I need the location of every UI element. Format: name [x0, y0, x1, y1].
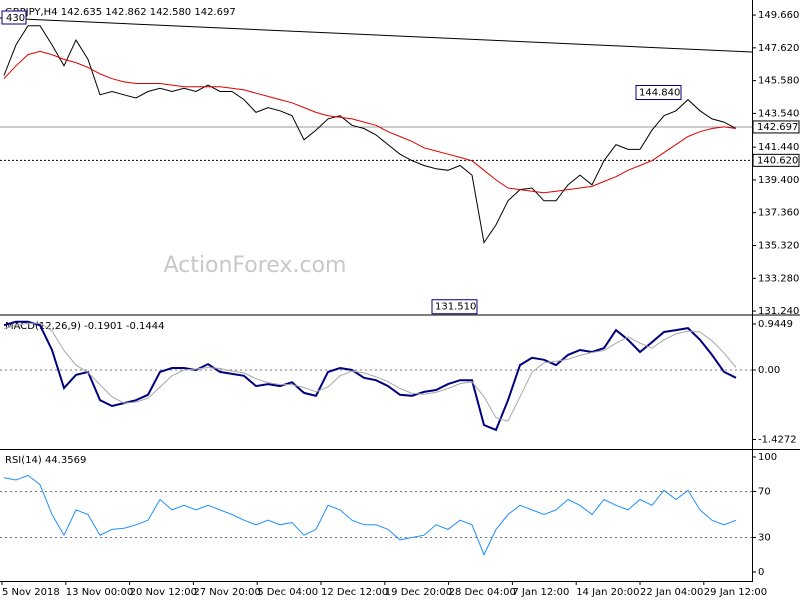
- x-tick-label: 22 Jan 04:00: [640, 587, 703, 598]
- annotation-box: [635, 85, 682, 101]
- y-tick-label: 147.620: [758, 43, 799, 54]
- x-tick-label: 12 Dec 12:00: [321, 587, 388, 598]
- y-tick-label: 143.540: [758, 108, 799, 119]
- series-line: [3, 474, 737, 556]
- y-tick-label: 100: [758, 452, 777, 463]
- series-line: [3, 322, 737, 422]
- x-tick-label: 5 Dec 04:00: [257, 587, 318, 598]
- y-tick-label: 133.280: [758, 273, 799, 284]
- y-tick-label: 0: [758, 567, 764, 578]
- price-label-box: [752, 120, 800, 134]
- x-tick-label: 28 Dec 04:00: [449, 587, 516, 598]
- x-tick-label: 14 Jan 20:00: [576, 587, 639, 598]
- price-label-box: [752, 153, 800, 167]
- y-tick-label: 135.320: [758, 241, 799, 252]
- panel-title: MACD(12,26,9) -0.1901 -0.1444: [5, 321, 165, 332]
- watermark: ActionForex.com: [164, 253, 347, 278]
- y-tick-label: 139.400: [758, 175, 799, 186]
- y-tick-label: -1.4272: [758, 434, 797, 445]
- y-tick-label: 141.440: [758, 142, 799, 153]
- annotation-label: 144.840: [639, 88, 680, 99]
- x-tick-label: 7 Jan 12:00: [512, 587, 569, 598]
- y-tick-label: 149.660: [758, 10, 799, 21]
- price-label: 142.697: [757, 122, 798, 133]
- y-tick-label: 30: [758, 532, 771, 543]
- y-tick-label: 145.580: [758, 76, 799, 87]
- y-tick-label: 70: [758, 486, 771, 497]
- x-tick-label: 13 Nov 00:00: [66, 587, 133, 598]
- x-tick-label: 29 Jan 12:00: [704, 587, 767, 598]
- annotation-box: [431, 299, 478, 315]
- annotation-box: [1, 10, 27, 25]
- price-label: 140.620: [757, 155, 798, 166]
- annotation-label: 131.510: [435, 302, 476, 313]
- y-tick-label: 0.00: [758, 365, 780, 376]
- series-line: [3, 50, 737, 194]
- series-line: [3, 25, 737, 244]
- x-tick-label: 19 Dec 20:00: [385, 587, 452, 598]
- corner-label: 430: [6, 13, 25, 24]
- trend-line: [0, 17, 753, 53]
- y-tick-label: 0.9449: [758, 319, 793, 330]
- panel-title: GBPJPY,H4 142.635 142.862 142.580 142.69…: [5, 7, 236, 18]
- panel-title: RSI(14) 44.3569: [5, 455, 86, 466]
- y-tick-label: 137.360: [758, 208, 799, 219]
- y-tick-label: 131.240: [758, 306, 799, 317]
- x-tick-label: 5 Nov 2018: [2, 587, 60, 598]
- x-tick-label: 20 Nov 12:00: [130, 587, 197, 598]
- x-tick-label: 27 Nov 20:00: [193, 587, 260, 598]
